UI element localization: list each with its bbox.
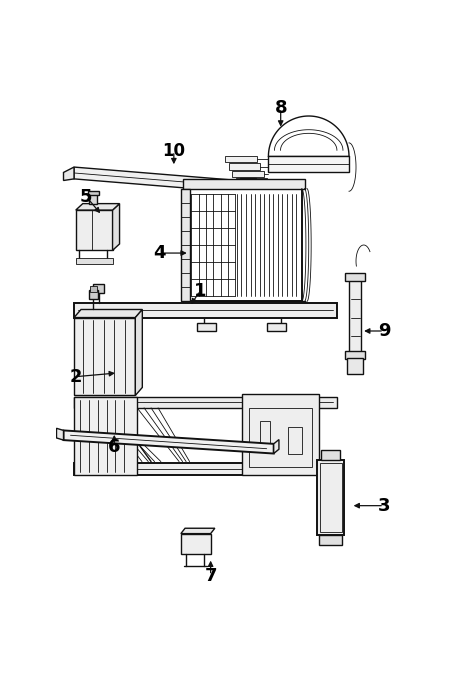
Bar (249, 408, 312, 467)
Bar (74, 463, 336, 475)
Text: 4: 4 (153, 244, 166, 262)
Text: 6: 6 (108, 438, 120, 456)
Polygon shape (74, 309, 142, 318)
Polygon shape (63, 431, 273, 454)
Bar (266, 323, 285, 331)
Polygon shape (318, 535, 341, 545)
Bar (240, 178, 256, 197)
Polygon shape (348, 280, 360, 352)
Text: 1: 1 (193, 282, 206, 299)
Polygon shape (112, 204, 119, 251)
Polygon shape (242, 394, 318, 475)
Text: 3: 3 (377, 497, 389, 514)
Text: 9: 9 (377, 322, 389, 340)
Polygon shape (180, 528, 214, 533)
Bar (90, 286, 97, 292)
Polygon shape (56, 429, 63, 440)
Polygon shape (317, 460, 343, 535)
Bar (268, 156, 348, 172)
Bar (93, 284, 104, 293)
Bar (235, 179, 267, 185)
Polygon shape (273, 440, 278, 454)
Polygon shape (74, 318, 135, 396)
Bar (345, 274, 364, 281)
Bar (232, 171, 263, 177)
Bar (76, 258, 112, 264)
Bar (196, 323, 216, 331)
Bar (320, 450, 340, 460)
Bar (180, 533, 210, 554)
Bar (88, 194, 97, 204)
Bar (88, 290, 97, 299)
Polygon shape (74, 397, 137, 475)
Bar (346, 358, 362, 374)
Polygon shape (182, 179, 304, 188)
Polygon shape (189, 188, 301, 302)
Text: 7: 7 (204, 567, 216, 584)
Bar (287, 426, 301, 454)
Polygon shape (182, 302, 304, 311)
Bar (74, 397, 336, 408)
Bar (180, 188, 189, 302)
Polygon shape (76, 210, 112, 251)
Bar (259, 422, 270, 443)
Bar (228, 163, 260, 170)
Text: 10: 10 (162, 142, 185, 160)
Text: 5: 5 (80, 188, 92, 206)
Text: 8: 8 (274, 99, 286, 117)
Bar (345, 351, 364, 359)
Polygon shape (74, 167, 238, 193)
Polygon shape (135, 309, 142, 396)
Bar (319, 463, 341, 532)
Text: 2: 2 (69, 368, 82, 386)
Bar (225, 156, 256, 162)
Bar (87, 191, 98, 195)
Polygon shape (74, 302, 336, 318)
Polygon shape (76, 204, 119, 210)
Polygon shape (63, 167, 74, 181)
